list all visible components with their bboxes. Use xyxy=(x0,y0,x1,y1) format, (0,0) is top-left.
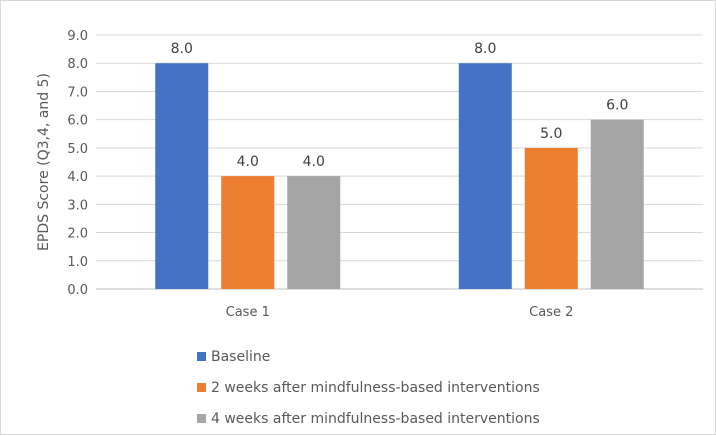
legend-item-baseline: Baseline xyxy=(197,341,540,372)
legend-item-2-weeks: 2 weeks after mindfulness-based interven… xyxy=(197,372,540,403)
legend-label-baseline: Baseline xyxy=(211,348,271,365)
bar xyxy=(458,63,512,289)
data-label: 5.0 xyxy=(540,126,562,142)
legend: Baseline 2 weeks after mindfulness-based… xyxy=(197,341,540,434)
y-tick-label: 8.0 xyxy=(67,57,88,72)
y-tick-label: 4.0 xyxy=(67,170,88,185)
y-axis-title: EPDS Score (Q3,4, and 5) xyxy=(36,73,52,251)
data-label: 6.0 xyxy=(606,98,628,114)
x-tick-label: Case 2 xyxy=(529,305,573,320)
legend-swatch-baseline xyxy=(197,352,206,361)
bar xyxy=(590,119,644,290)
data-label: 8.0 xyxy=(474,41,496,57)
bar xyxy=(155,63,209,289)
y-tick-label: 9.0 xyxy=(67,29,88,44)
legend-swatch-4-weeks xyxy=(197,414,206,423)
y-tick-label: 1.0 xyxy=(67,255,88,270)
x-tick-label: Case 1 xyxy=(226,305,270,320)
y-tick-label: 5.0 xyxy=(67,142,88,157)
y-tick-label: 3.0 xyxy=(67,198,88,213)
y-tick-label: 2.0 xyxy=(67,227,88,242)
legend-label-4-weeks: 4 weeks after mindfulness-based interven… xyxy=(211,410,540,427)
data-label: 4.0 xyxy=(237,154,259,170)
bar xyxy=(524,147,578,289)
y-tick-label: 6.0 xyxy=(67,114,88,129)
bar xyxy=(287,176,341,289)
data-label: 8.0 xyxy=(171,41,193,57)
y-tick-label: 7.0 xyxy=(67,85,88,100)
data-label: 4.0 xyxy=(303,154,325,170)
legend-item-4-weeks: 4 weeks after mindfulness-based interven… xyxy=(197,403,540,434)
legend-swatch-2-weeks xyxy=(197,383,206,392)
y-tick-label: 0.0 xyxy=(67,283,88,298)
legend-label-2-weeks: 2 weeks after mindfulness-based interven… xyxy=(211,379,540,396)
bar xyxy=(221,176,275,289)
